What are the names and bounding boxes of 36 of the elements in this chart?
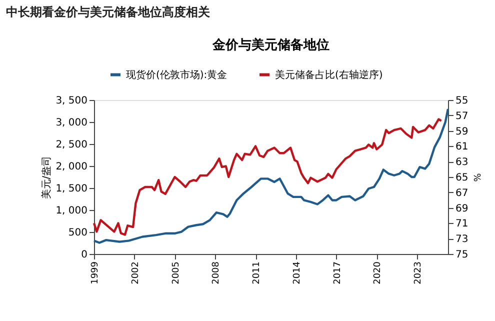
x-tick-label: 1999 — [90, 261, 100, 284]
y2-tick-label: 75 — [456, 250, 468, 260]
x-tick-label: 2005 — [171, 262, 182, 284]
y2-tick-label: 69 — [456, 203, 468, 214]
y2-tick-label: 55 — [456, 96, 468, 106]
y-tick-label: 500 — [68, 228, 88, 238]
y2-tick-label: 73 — [456, 234, 468, 246]
line-series — [92, 108, 450, 244]
y2-tick-label: 59 — [456, 126, 468, 138]
chart-title: 中长期看金价与美元储备地位高度相关 — [6, 5, 211, 19]
y2-axis-title: % — [471, 173, 482, 182]
x-tick-label: 2008 — [212, 261, 222, 284]
x-tick-label: 2014 — [292, 261, 302, 284]
y2-tick-label: 71 — [456, 218, 468, 230]
y-tick-label: 2, 000 — [56, 162, 88, 172]
y2-tick-label: 67 — [456, 188, 468, 199]
x-tick-label: 2002 — [130, 262, 141, 284]
y2-tick-label: 63 — [456, 157, 468, 168]
legend-label: 现货价(伦敦市场):黄金 — [126, 68, 228, 81]
x-tick-label: 2020 — [373, 261, 384, 284]
y2-tick-label: 61 — [456, 142, 468, 153]
y2-tick-label: 57 — [456, 110, 468, 122]
y-tick-label: 1, 000 — [56, 206, 88, 216]
x-tick-label: 2023 — [414, 262, 424, 284]
y-tick-label: 2, 500 — [56, 140, 88, 150]
y-tick-label: 1, 500 — [56, 184, 88, 194]
y-tick-label: 3, 000 — [56, 118, 88, 128]
y-tick-label: 0 — [81, 250, 88, 260]
y-tick-label: 3, 500 — [56, 96, 88, 106]
legend-label: 美元储备占比(右轴逆序) — [275, 68, 383, 81]
x-tick-label: 2011 — [252, 262, 262, 284]
y-axis-title: 美元/盎司 — [40, 156, 53, 200]
y2-tick-label: 65 — [456, 172, 468, 184]
x-tick-label: 2017 — [332, 262, 343, 284]
line-series — [92, 118, 442, 236]
chart-subtitle: 金价与美元储备地位 — [212, 37, 330, 53]
